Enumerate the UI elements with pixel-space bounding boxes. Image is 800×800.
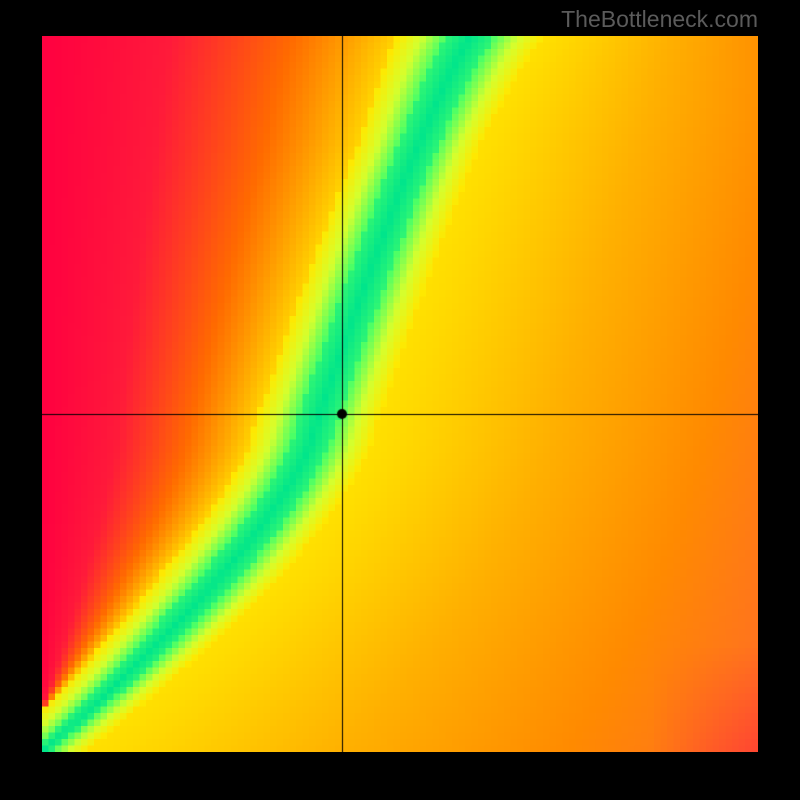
heatmap-plot-area bbox=[42, 36, 758, 752]
crosshair-overlay bbox=[42, 36, 758, 752]
chart-frame: TheBottleneck.com bbox=[0, 0, 800, 800]
watermark-text: TheBottleneck.com bbox=[561, 6, 758, 33]
